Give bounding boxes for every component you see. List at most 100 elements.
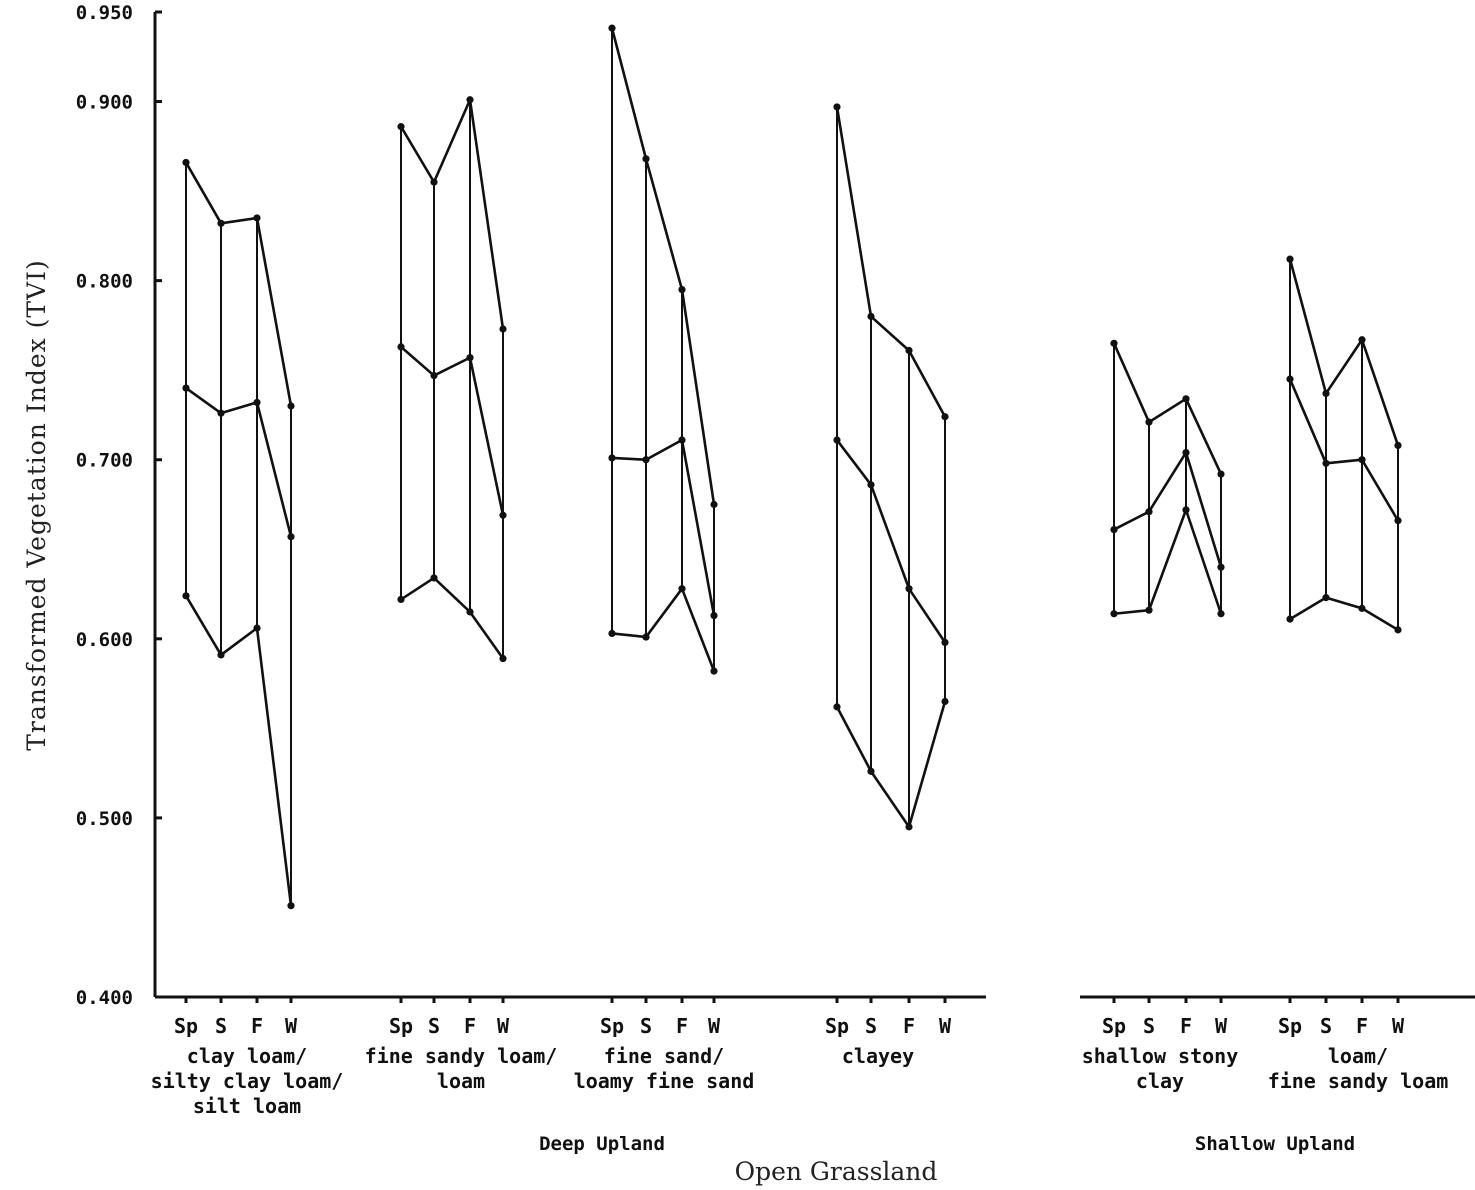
y-tick-label: 0.950 [76,2,133,24]
data-point-min [466,608,474,616]
series-line-min [1289,596,1399,631]
data-point-max [678,285,686,294]
data-point-min [642,633,650,641]
data-point-max [941,413,949,421]
data-point-mean [182,384,190,392]
data-point-min [608,629,616,638]
data-point-mean [1394,517,1402,525]
data-point-min [678,585,686,593]
soil-group-5 [1286,255,1402,634]
soil-label: loamy fine sand [574,1069,755,1093]
series-line-min [835,701,947,829]
series-line-min [184,595,293,906]
data-point-max [1217,470,1225,478]
data-point-max [1394,441,1402,449]
soil-group-4 [1110,339,1225,618]
data-point-min [397,595,405,604]
y-tick-label: 0.900 [76,92,133,114]
season-label: S [215,1014,227,1038]
season-label: Sp [389,1014,413,1038]
data-point-min [1322,594,1330,602]
data-point-mean [1322,459,1330,467]
series-line-min [1113,508,1223,616]
season-label: Sp [825,1014,849,1038]
data-point-max [1322,389,1330,398]
series-line-min [400,576,505,660]
data-point-max [397,123,405,131]
data-point-mean [1110,525,1118,534]
chart-footer: Open Grassland [735,1157,938,1186]
data-point-mean [1145,508,1153,516]
soil-label: silt loam [193,1094,301,1118]
data-point-min [1394,626,1402,634]
season-label: S [428,1014,440,1038]
season-label: Sp [600,1014,624,1038]
data-point-min [430,574,438,582]
soil-label: fine sandy loam [1268,1069,1449,1093]
season-label: W [708,1014,721,1038]
soil-label: silty clay loam/ [151,1069,344,1093]
data-point-max [182,158,190,167]
axes [153,12,1475,999]
data-point-max [287,402,295,410]
y-ticks: 0.400 0.500 0.600 0.700 0.800 0.900 0.950 [76,2,162,1009]
data-point-mean [642,456,650,464]
series-line-mean [611,438,716,616]
y-tick-label: 0.400 [76,987,133,1009]
soil-label: loam [437,1069,485,1093]
season-label: F [676,1014,688,1038]
soil-group-2 [608,24,718,675]
y-axis-label: Transformed Vegetation Index (TVI) [22,259,51,751]
data-point-min [217,651,225,659]
group-label-shallow-upland: Shallow Upland [1195,1133,1355,1155]
series-line-max [184,161,293,407]
data-point-min [287,902,295,910]
y-tick-label: 0.600 [76,629,133,651]
data-marks [182,24,1402,910]
data-point-min [941,697,949,706]
data-point-mean [1286,375,1294,383]
series-line-max [399,98,505,330]
data-point-max [1182,395,1190,403]
series-line-mean [400,345,505,516]
season-label: W [1392,1014,1405,1038]
data-point-min [833,703,841,711]
data-point-max [867,312,875,321]
season-label: Sp [174,1014,198,1038]
data-point-min [499,654,507,663]
y-tick-label: 0.700 [76,450,133,472]
data-point-max [466,96,474,104]
data-point-mean [430,371,438,380]
soil-group-1 [397,96,507,663]
series-line-max [1288,258,1400,446]
season-label: S [865,1014,877,1038]
data-point-mean [1217,563,1225,571]
data-point-max [905,346,913,355]
data-point-mean [499,511,507,519]
season-label: Sp [1278,1014,1302,1038]
soil-group-0 [182,158,295,910]
data-point-max [1110,339,1118,347]
data-point-min [710,667,718,675]
season-label: F [1180,1014,1192,1038]
season-label: Sp [1102,1014,1126,1038]
season-label: S [1320,1014,1332,1038]
soil-label: clayey [842,1044,914,1068]
season-label: S [1143,1014,1155,1038]
data-point-max [1286,255,1294,263]
season-label: F [903,1014,915,1038]
soil-label: clay loam/ [187,1044,307,1068]
data-point-mean [253,398,261,407]
soil-label: fine sand/ [604,1044,724,1068]
series-line-mean [1113,451,1223,568]
data-point-mean [941,638,949,647]
season-label: S [640,1014,652,1038]
y-tick-label: 0.800 [76,271,133,293]
series-line-mean [185,387,293,538]
season-label: F [464,1014,476,1038]
season-label: F [1356,1014,1368,1038]
data-point-mean [1358,456,1366,464]
soil-label: clay [1136,1069,1184,1093]
